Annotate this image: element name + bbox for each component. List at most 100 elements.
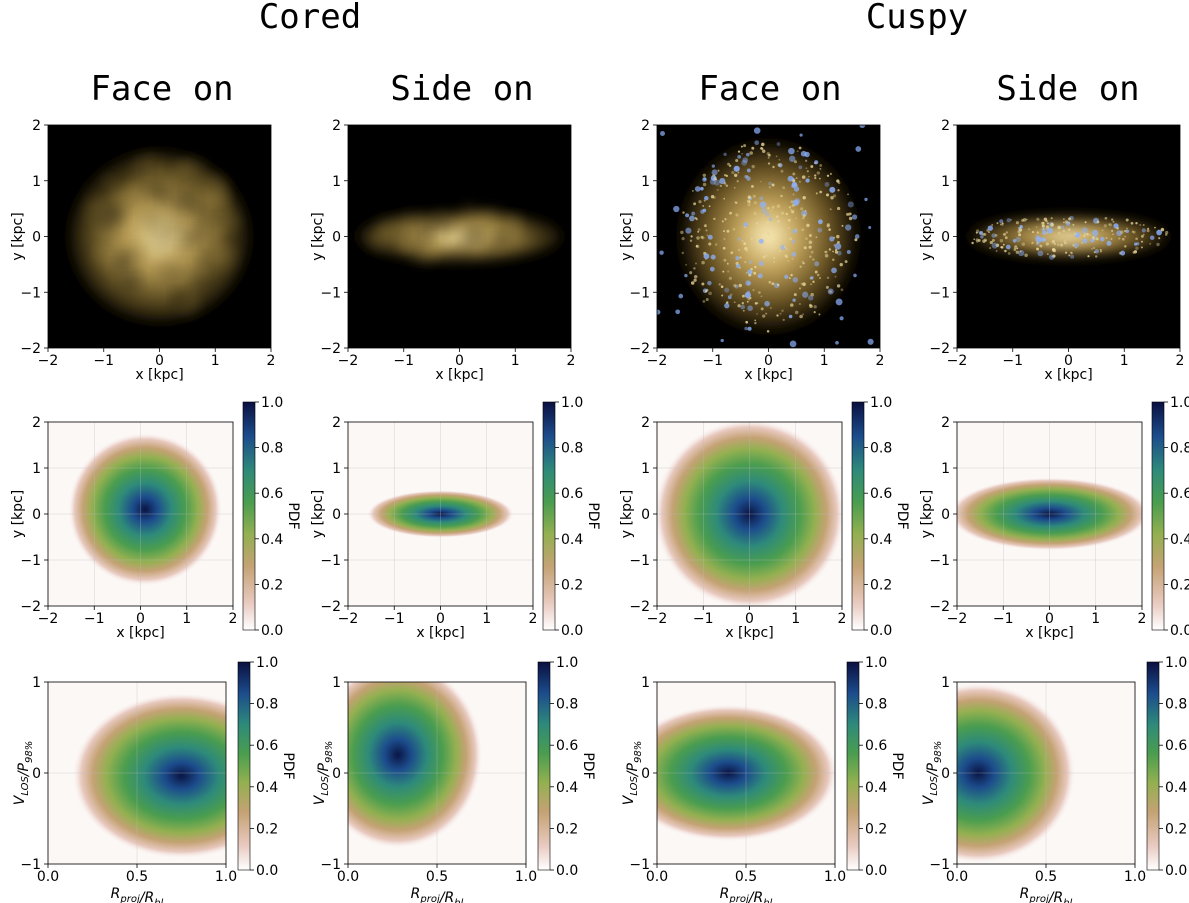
star-particle bbox=[696, 236, 700, 240]
star-particle bbox=[1036, 217, 1040, 221]
star-particle bbox=[808, 245, 812, 249]
star-particle bbox=[720, 285, 724, 289]
star-particle bbox=[826, 193, 830, 197]
star-particle bbox=[1082, 238, 1088, 244]
star-particle bbox=[812, 280, 815, 283]
star-particle bbox=[685, 264, 687, 266]
star-particle bbox=[1165, 230, 1169, 235]
star-particle bbox=[854, 238, 858, 242]
star-particle bbox=[1045, 219, 1048, 223]
x-tick-label: 2 bbox=[267, 353, 276, 369]
star-particle bbox=[792, 172, 796, 176]
stellar-image-panel-2: −2 −1 0 1 2 −2 −1 0 1 2 x [kpc] y [kpc] bbox=[310, 118, 575, 383]
star-particle bbox=[787, 175, 794, 182]
star-particle bbox=[725, 174, 728, 177]
star-particle bbox=[753, 271, 757, 275]
stellar-light bbox=[657, 125, 874, 348]
star-particle bbox=[826, 174, 830, 177]
star-particle bbox=[782, 186, 786, 190]
star-particle bbox=[792, 193, 795, 196]
star-particle bbox=[756, 222, 759, 225]
star-particle bbox=[1133, 250, 1138, 254]
star-particle bbox=[804, 159, 808, 162]
star-particle bbox=[792, 228, 797, 234]
star-particle bbox=[1039, 244, 1043, 248]
star-particle bbox=[727, 295, 732, 300]
y-tick-label: 0 bbox=[32, 507, 41, 523]
star-particle bbox=[989, 247, 992, 250]
star-particle bbox=[743, 222, 749, 227]
star-particle bbox=[1113, 223, 1119, 229]
star-particle bbox=[737, 171, 740, 174]
star-particle bbox=[806, 223, 810, 228]
star-particle bbox=[1019, 224, 1023, 229]
star-particle bbox=[828, 228, 831, 231]
star-particle bbox=[773, 257, 776, 259]
x-axis-label: Rproj/Rhl bbox=[1020, 886, 1073, 903]
clump bbox=[179, 227, 198, 246]
star-particle bbox=[726, 262, 729, 265]
x-axis-label: Rproj/Rhl bbox=[111, 886, 164, 903]
halo-star bbox=[659, 250, 664, 255]
star-particle bbox=[988, 231, 990, 233]
star-particle bbox=[738, 283, 742, 288]
star-particle bbox=[852, 214, 858, 220]
star-particle bbox=[798, 146, 802, 150]
star-particle bbox=[1063, 218, 1065, 220]
star-particle bbox=[818, 177, 821, 180]
star-particle bbox=[733, 165, 740, 172]
column-title-3: Face on bbox=[698, 69, 841, 109]
clump bbox=[409, 235, 428, 255]
halo-star bbox=[853, 273, 857, 278]
star-particle bbox=[834, 250, 839, 254]
y-tick-label: 1 bbox=[332, 675, 341, 691]
star-particle bbox=[737, 237, 742, 241]
star-particle bbox=[1015, 236, 1021, 243]
y-tick-label: 2 bbox=[641, 415, 650, 431]
y-tick-label: 1 bbox=[641, 675, 650, 691]
star-particle bbox=[693, 202, 697, 206]
star-particle bbox=[1018, 226, 1022, 230]
star-particle bbox=[764, 300, 770, 307]
star-particle bbox=[814, 261, 820, 267]
star-particle bbox=[1120, 230, 1124, 234]
x-tick-label: 1 bbox=[482, 611, 491, 627]
star-particle bbox=[733, 283, 737, 288]
star-particle bbox=[1051, 240, 1056, 244]
star-particle bbox=[846, 250, 851, 254]
star-particle bbox=[737, 304, 741, 308]
colorbar-tick-label: 1.0 bbox=[865, 655, 887, 671]
halo-star bbox=[747, 269, 753, 275]
star-particle bbox=[979, 232, 982, 234]
star-particle bbox=[999, 223, 1002, 226]
y-axis-label: y [kpc] bbox=[919, 212, 935, 260]
y-tick-label: −1 bbox=[629, 285, 650, 301]
star-particle bbox=[1068, 254, 1071, 257]
star-particle bbox=[713, 179, 721, 186]
star-particle bbox=[802, 291, 809, 298]
y-tick-label: −1 bbox=[629, 553, 650, 569]
star-particle bbox=[1091, 229, 1099, 237]
star-particle bbox=[768, 280, 772, 284]
clump bbox=[120, 266, 141, 286]
stellar-light bbox=[961, 214, 1176, 260]
y-axis-label: VLOS/P98% bbox=[621, 741, 644, 805]
star-particle bbox=[710, 254, 716, 260]
star-particle bbox=[1019, 228, 1023, 232]
star-particle bbox=[1105, 237, 1108, 239]
star-particle bbox=[802, 313, 804, 316]
star-particle bbox=[836, 284, 841, 288]
star-particle bbox=[1085, 232, 1089, 236]
star-particle bbox=[1120, 250, 1126, 256]
star-particle bbox=[761, 230, 765, 234]
x-tick-label: 0 bbox=[436, 611, 445, 627]
star-particle bbox=[819, 277, 821, 279]
star-particle bbox=[708, 242, 712, 246]
x-tick-label: 0 bbox=[745, 611, 754, 627]
clump bbox=[461, 231, 482, 251]
colorbar-tick-label: 0.0 bbox=[865, 863, 887, 879]
y-tick-label: −1 bbox=[20, 553, 41, 569]
star-particle bbox=[793, 293, 797, 297]
star-particle bbox=[785, 212, 789, 216]
star-particle bbox=[711, 164, 715, 168]
